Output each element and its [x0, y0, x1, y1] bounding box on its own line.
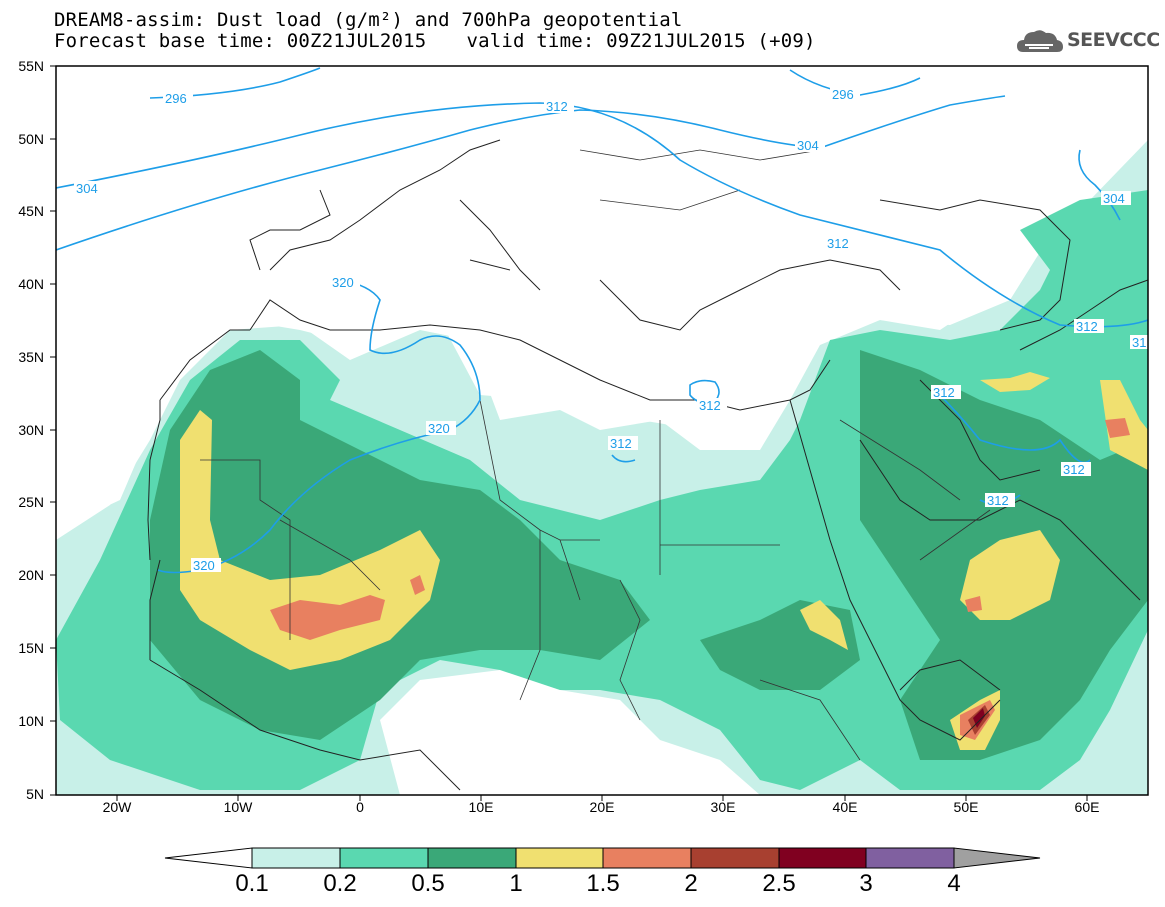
colorbar-bin	[690, 847, 780, 869]
colorbar-tick: 2.5	[762, 870, 796, 897]
svg-text:320: 320	[428, 421, 450, 436]
svg-text:312: 312	[827, 236, 849, 251]
colorbar-tick: 3	[859, 870, 873, 897]
svg-text:312: 312	[987, 493, 1009, 508]
colorbar-bin	[515, 847, 604, 869]
coastlines	[147, 139, 1148, 791]
logo-text: SEEVCCC	[1067, 29, 1160, 51]
map-subtitle: Forecast base time: 00Z21JUL2015 valid ti…	[54, 31, 816, 51]
colorbar-tick: 1	[509, 870, 523, 897]
svg-text:31: 31	[1132, 335, 1146, 350]
svg-text:312: 312	[610, 436, 632, 451]
map-title: DREAM8-assim: Dust load (g/m²) and 700hP…	[54, 9, 683, 31]
colorbar	[164, 847, 1041, 869]
lat-label: 25N	[18, 494, 44, 510]
svg-text:304: 304	[797, 138, 819, 153]
svg-text:320: 320	[193, 558, 215, 573]
cloud-icon	[1017, 30, 1063, 52]
svg-text:312: 312	[1076, 319, 1098, 334]
lat-label: 5N	[26, 786, 44, 802]
geopotential-contours	[56, 67, 1148, 574]
lat-label: 45N	[18, 203, 44, 219]
svg-text:312: 312	[1063, 462, 1085, 477]
colorbar-tick: 2	[684, 870, 698, 897]
lon-label: 30E	[710, 799, 736, 815]
lon-label: 60E	[1074, 799, 1100, 815]
svg-text:312: 312	[933, 385, 955, 400]
lon-label: 40E	[832, 799, 858, 815]
contour-label-320: 320	[332, 275, 354, 290]
lat-label: 35N	[18, 349, 44, 365]
lat-label: 40N	[18, 276, 44, 292]
colorbar-bin	[339, 847, 429, 869]
base-time: Forecast base time: 00Z21JUL2015	[54, 30, 427, 52]
colorbar-tick: 4	[947, 870, 961, 897]
colorbar-bin	[427, 847, 517, 869]
lon-label: 10E	[468, 799, 494, 815]
colorbar-tick: 1.5	[586, 870, 620, 897]
borders	[200, 149, 991, 761]
colorbar-bin	[602, 847, 692, 869]
lat-label: 55N	[18, 58, 44, 74]
lon-label: 20E	[589, 799, 615, 815]
contour-labels: 296 304 312 320 296 304 304 312 312 312 …	[74, 87, 1148, 573]
lon-label: 20W	[102, 799, 132, 815]
lat-label: 50N	[18, 131, 44, 147]
lat-label: 20N	[18, 567, 44, 583]
lat-label: 30N	[18, 422, 44, 438]
colorbar-over-arrow	[953, 847, 1041, 869]
lon-label: 10W	[223, 799, 253, 815]
axis-ticks	[50, 65, 1088, 801]
colorbar-under-arrow	[164, 847, 253, 869]
lat-label: 15N	[18, 640, 44, 656]
colorbar-bin	[778, 847, 867, 869]
lon-label: 0	[356, 799, 364, 815]
seevccc-logo: SEEVCCC	[1015, 24, 1160, 58]
contour-label-312: 312	[546, 99, 568, 114]
colorbar-bin	[865, 847, 955, 869]
dust-shading	[56, 66, 1148, 795]
contour-label-296: 296	[165, 91, 187, 106]
colorbar-tick: 0.5	[411, 870, 445, 897]
colorbar-tick: 0.2	[323, 870, 357, 897]
svg-text:312: 312	[699, 398, 721, 413]
valid-time: valid time: 09Z21JUL2015 (+09)	[466, 30, 816, 52]
svg-text:296: 296	[832, 87, 854, 102]
lon-label: 50E	[953, 799, 979, 815]
lat-label: 10N	[18, 713, 44, 729]
colorbar-tick: 0.1	[235, 870, 269, 897]
contour-label-304: 304	[76, 181, 98, 196]
colorbar-bin	[251, 847, 341, 869]
svg-text:304: 304	[1103, 191, 1125, 206]
